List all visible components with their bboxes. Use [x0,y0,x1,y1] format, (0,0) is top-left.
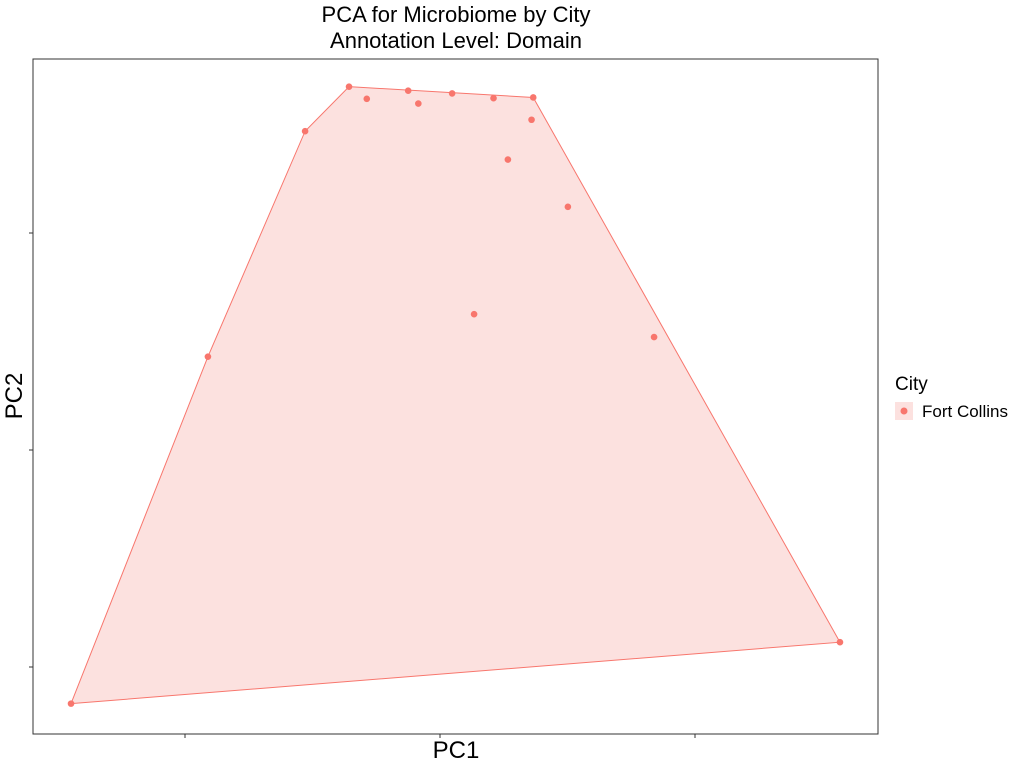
data-point [650,333,658,341]
legend: City Fort Collins [895,374,1008,421]
data-point [301,127,309,135]
legend-key-marker [900,407,908,415]
points-layer [67,83,844,707]
data-point [67,700,75,707]
chart-subtitle: Annotation Level: Domain [330,28,582,53]
legend-label-fort-collins: Fort Collins [922,402,1008,421]
data-point [204,353,212,360]
data-point [363,95,371,103]
data-point [415,100,422,107]
x-axis-ticks [184,734,696,738]
data-point [448,90,456,97]
y-axis-label: PC2 [1,373,28,420]
data-point [490,94,497,102]
data-point [836,638,844,646]
data-point [529,94,537,101]
data-point [470,310,478,318]
data-point [564,203,572,211]
data-point [345,83,353,90]
y-axis-ticks [29,232,33,668]
data-point [528,116,535,124]
legend-title: City [895,374,928,395]
data-point [504,156,512,163]
data-point [404,87,412,95]
x-axis-label: PC1 [433,737,480,764]
chart-title: PCA for Microbiome by City [322,2,591,27]
